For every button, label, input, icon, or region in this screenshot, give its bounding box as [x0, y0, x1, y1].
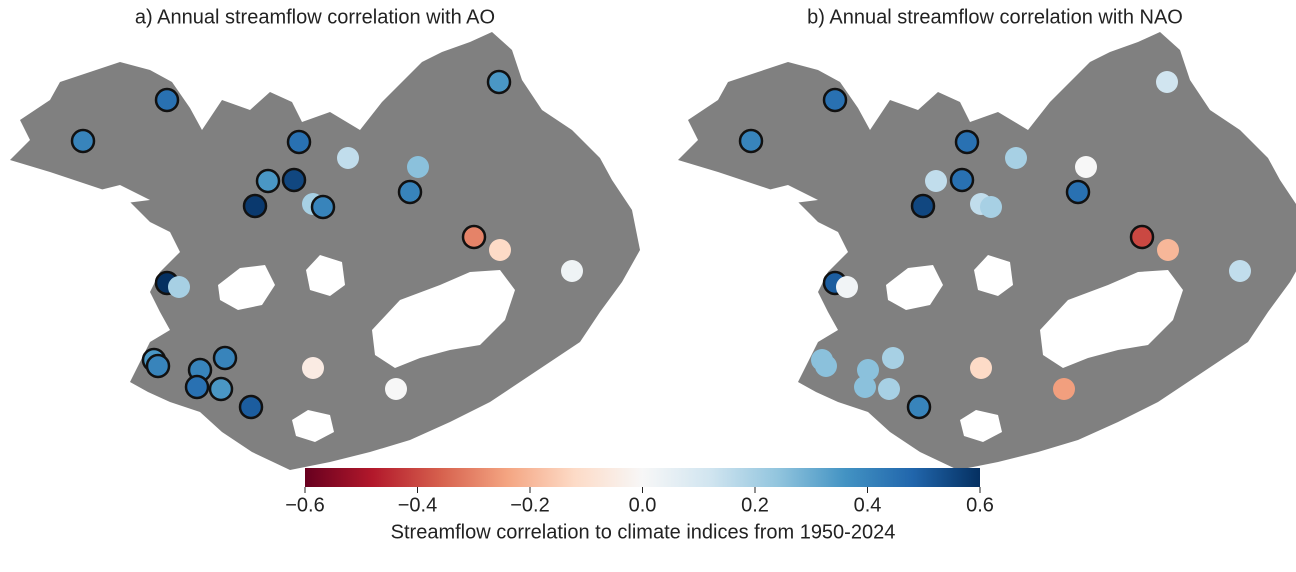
station [489, 239, 511, 261]
station [815, 355, 837, 377]
station [238, 394, 264, 420]
station [878, 378, 900, 400]
station [854, 376, 876, 398]
station [980, 196, 1002, 218]
station [212, 345, 238, 371]
station [954, 129, 980, 155]
station [397, 179, 423, 205]
station [882, 347, 904, 369]
colorbar-tick-label: 0.4 [854, 494, 882, 516]
station [970, 357, 992, 379]
station [1053, 378, 1075, 400]
station [168, 276, 190, 298]
colorbar-tick-label: 0.0 [629, 494, 657, 516]
station [281, 167, 307, 193]
station [857, 359, 879, 381]
panel-title: b) Annual streamflow correlation with NA… [807, 6, 1183, 28]
station [286, 129, 312, 155]
station [385, 378, 407, 400]
colorbar-tick-label: −0.2 [510, 494, 549, 516]
panel-title: a) Annual streamflow correlation with AO [135, 6, 495, 28]
station [1065, 179, 1091, 205]
station [738, 128, 764, 154]
station [242, 193, 268, 219]
station [255, 168, 281, 194]
station [949, 167, 975, 193]
station [1229, 260, 1251, 282]
station [925, 170, 947, 192]
station [70, 128, 96, 154]
station [1005, 147, 1027, 169]
station [1075, 156, 1097, 178]
station [337, 147, 359, 169]
colorbar-label: Streamflow correlation to climate indice… [391, 521, 896, 543]
station [310, 194, 336, 220]
station [486, 69, 512, 95]
station [1157, 239, 1179, 261]
station [302, 357, 324, 379]
station [836, 276, 858, 298]
station [184, 374, 210, 400]
colorbar [305, 468, 980, 487]
station [1129, 224, 1155, 250]
station [461, 224, 487, 250]
map-b [678, 32, 1296, 470]
station [910, 193, 936, 219]
station [1156, 71, 1178, 93]
colorbar-tick-label: 0.2 [741, 494, 769, 516]
station [145, 353, 171, 379]
station [906, 394, 932, 420]
station [561, 260, 583, 282]
station [407, 156, 429, 178]
colorbar-tick-label: −0.6 [285, 494, 324, 516]
station [154, 87, 180, 113]
station [822, 87, 848, 113]
colorbar-tick-label: −0.4 [398, 494, 437, 516]
colorbar-tick-label: 0.6 [966, 494, 994, 516]
station [208, 376, 234, 402]
map-a [10, 32, 640, 470]
